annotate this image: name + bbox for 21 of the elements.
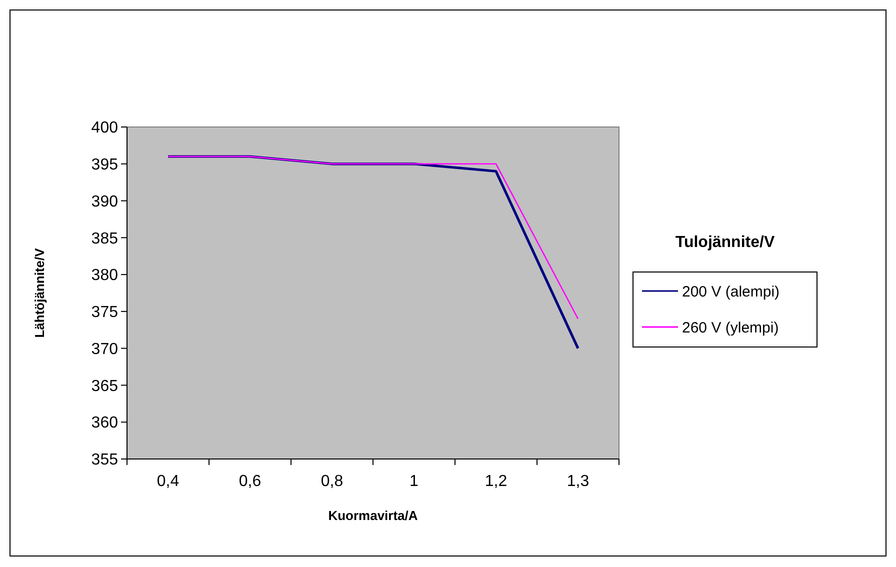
x-tick-label: 1 bbox=[410, 473, 419, 490]
y-tick-label: 390 bbox=[91, 193, 118, 210]
y-tick-label: 375 bbox=[91, 304, 118, 322]
y-axis-title: Lähtöjännite/V bbox=[32, 248, 47, 338]
legend-label: 200 V (alempi) bbox=[682, 283, 780, 300]
y-tick-label: 370 bbox=[91, 340, 118, 358]
x-tick-label: 0,4 bbox=[156, 473, 180, 490]
x-tick-label: 0,8 bbox=[320, 473, 344, 490]
y-tick-label: 360 bbox=[91, 414, 118, 432]
y-tick-label: 400 bbox=[91, 120, 118, 137]
legend-label: 260 V (ylempi) bbox=[682, 319, 779, 336]
legend-title: Tulojännite/V bbox=[675, 234, 775, 251]
y-tick-label: 365 bbox=[91, 378, 118, 395]
y-tick-label: 395 bbox=[91, 156, 118, 174]
y-tick-label: 380 bbox=[91, 267, 118, 284]
x-axis-title: Kuormavirta/A bbox=[328, 508, 418, 523]
x-tick-label: 1,2 bbox=[484, 473, 508, 490]
y-tick-label: 355 bbox=[91, 452, 118, 469]
x-tick-label: 1,3 bbox=[566, 473, 590, 490]
y-tick-label: 385 bbox=[91, 230, 118, 248]
x-tick-label: 0,6 bbox=[238, 473, 262, 490]
